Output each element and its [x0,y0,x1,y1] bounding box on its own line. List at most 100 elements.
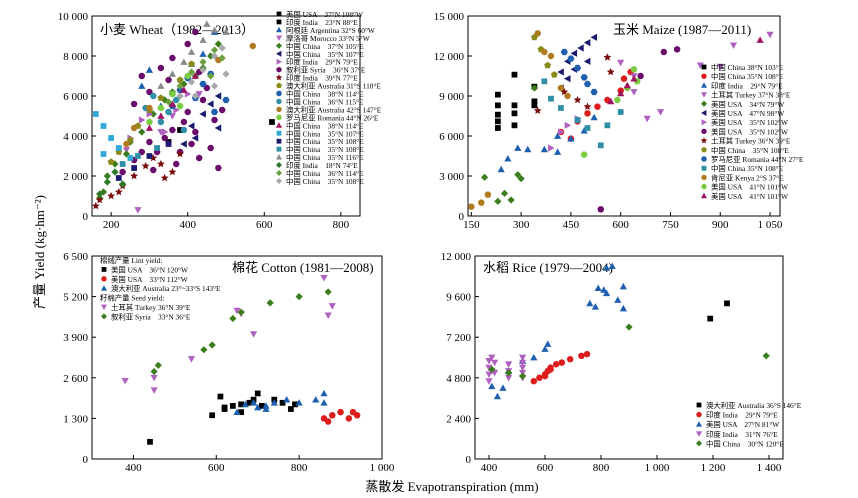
maize-data-point [564,92,571,100]
wheat-data-point [157,64,165,72]
wheat-legend-marker [276,66,282,73]
rice-data-point [541,372,549,380]
maize-data-point [494,102,501,109]
maize-x-tick-label: 900 [712,219,729,231]
maize-data-point [497,165,505,173]
maize-data-point [573,64,582,72]
rice-data-point [608,262,616,270]
wheat-legend-marker [276,98,282,105]
wheat-y-tick-label: 4 000 [63,131,88,143]
cotton-x-tick-label: 400 [125,462,142,474]
wheat-data-point [169,54,176,62]
wheat-legend-marker [276,177,282,184]
wheat-data-point [222,70,230,78]
maize-data-point [558,128,565,136]
wheat-data-point [138,116,146,124]
wheat-data-point [103,178,111,186]
maize-data-point [766,31,774,39]
rice-data-point [566,355,574,363]
wheat-data-point [172,160,180,168]
maize-data-point [623,81,631,89]
wheat-legend-marker [276,50,282,57]
cotton-data-point [254,403,262,411]
rice-legend-marker [696,421,702,427]
maize-data-point [570,49,578,57]
maize-data-point [564,121,572,129]
rice-x-tick-label: 1 200 [701,462,726,474]
cotton-data-point [295,399,303,406]
maize-y-tick-label: 9 000 [439,91,464,103]
wheat-y-tick-label: 0 [83,211,89,223]
maize-data-point [541,48,548,56]
wheat-data-point [210,52,219,60]
wheat-data-point [164,98,173,106]
cotton-data-point [283,396,291,403]
figure-x-axis-label: 蒸散发 Evapotranspiration (mm) [365,479,538,494]
maize-data-point [716,63,724,71]
wheat-data-point [180,118,188,126]
wheat-data-point [191,92,199,100]
rice-data-point [594,284,602,292]
cotton-data-point [337,408,344,416]
maize-legend-label: 美国 USA 35°N 102°W [711,118,788,127]
maize-data-point [590,113,598,121]
maize-legend-label: 土耳其 Turkey 36°N 39°E [711,137,791,146]
rice-x-tick-label: 400 [481,462,498,474]
wheat-data-point [165,76,172,84]
maize-data-point [500,189,509,197]
maize-data-point [660,48,668,56]
cotton-data-point [320,399,328,406]
rice-data-point [519,372,527,380]
rice-legend-label: 印度 India 29°N 79°E [706,411,778,420]
wheat-data-point [154,145,160,151]
rice-x-tick-label: 800 [593,462,610,474]
maize-legend-label: 中国 China 35°N 108°E [711,164,784,173]
wheat-data-point [130,171,139,180]
rice-data-point [544,340,552,347]
wheat-data-point [176,76,184,83]
wheat-legend-marker [276,154,282,160]
cotton-data-point [287,406,294,412]
rice-data-point [541,345,549,352]
maize-legend-marker [701,64,707,70]
wheat-title: 小麦 Wheat（1982—2013） [100,22,254,37]
wheat-data-point [107,191,116,200]
wheat-legend-label: 阿根廷 Argentina 32°S 60°W [286,26,375,35]
wheat-legend-marker [276,138,282,144]
rice-data-point [614,296,622,303]
wheat-legend-marker [276,162,282,169]
maize-data-point [494,111,501,118]
wheat-data-point [168,113,176,120]
wheat-data-point [150,166,157,174]
wheat-data-point [138,72,146,80]
cotton-legend-marker [101,267,107,272]
rice-data-point [762,352,770,360]
cotton-panel: 400 600 800 1 000 0 1 300 2 600 3 900 5 200 6 500… [63,251,395,474]
wheat-data-point [138,82,146,89]
cotton-data-point [270,399,278,406]
cotton-data-point [147,438,153,445]
rice-data-point [619,282,627,290]
cotton-x-tick-label: 1 000 [370,462,395,474]
wheat-data-point [157,94,165,101]
cotton-points [121,274,361,445]
wheat-data-point [192,28,199,36]
rice-data-point [485,358,493,365]
cotton-legend-marker [101,276,107,282]
cotton-data-point [254,390,261,397]
cotton-legend-section: 棉绒产量 Lint yield: [100,256,162,265]
maize-data-point [583,102,592,110]
rice-points [485,262,770,400]
wheat-data-point [180,58,188,65]
maize-legend: 中国 China 38°N 103°E中国 China 35°N 108°E印度… [700,63,804,201]
maize-data-point [531,102,538,109]
wheat-data-point [146,118,153,126]
cotton-data-point [221,404,228,411]
cotton-legend-label: 美国 USA 36°N 120°W [111,265,188,274]
wheat-data-point [157,112,165,119]
maize-data-point [617,89,625,97]
wheat-legend-marker [276,58,282,65]
wheat-data-point [145,66,154,73]
wheat-points [92,20,275,214]
rice-data-point [724,300,730,307]
